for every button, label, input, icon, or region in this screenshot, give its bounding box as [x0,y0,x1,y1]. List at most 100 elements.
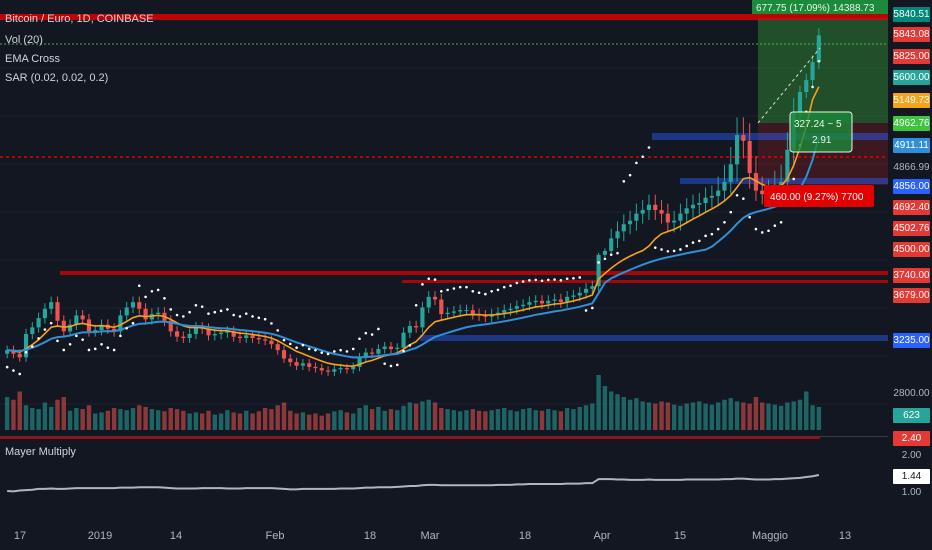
volume-bar [552,410,557,430]
candle-body [722,181,727,191]
sar-dot [257,316,261,320]
sar-dot [578,276,582,279]
price-axis-badge[interactable]: 4962.76 [893,116,930,131]
candle-body [747,140,752,174]
volume-bar [634,398,639,430]
price-axis-badge[interactable]: 5840.51 [893,7,930,22]
price-axis-badge[interactable]: 5825.00 [893,49,930,64]
sar-dot [458,285,462,289]
candle-body [42,308,47,319]
volume-bar [124,410,129,430]
price-axis-badge[interactable]: 2800.00 [893,386,930,401]
price-axis-badge[interactable]: 4692.40 [893,200,930,215]
candle-body [432,296,438,300]
volume-bar [61,397,66,430]
candle-body [439,299,444,315]
sar-dot [112,348,116,352]
mayer-multiple-line [7,474,820,493]
candle-body [36,318,41,328]
volume-bar [48,406,54,430]
candle-body [609,238,614,251]
mayer-axis-badge[interactable]: 1.44 [893,469,930,484]
price-axis-badge[interactable]: 3679.00 [893,288,930,303]
candle-body [590,286,595,289]
sar-dot [314,348,317,352]
sar-dot [465,285,468,289]
sar-dot [729,210,733,214]
study-ema-cross[interactable]: EMA Cross [5,53,61,65]
volume-bar [804,391,809,430]
candle-body [181,336,186,339]
sar-dot [521,280,525,283]
volume-bar [621,397,626,430]
price-axis-badge[interactable]: 4502.76 [893,221,930,236]
sar-dot [534,278,537,282]
candle-body [753,173,759,191]
sar-dot [5,365,9,369]
sar-dot [175,313,179,317]
price-axis-badge[interactable]: 5600.00 [893,70,930,85]
study-vol[interactable]: Vol (20) [5,34,43,46]
candle-body [143,308,148,320]
volume-bar [690,402,696,430]
volume-bar [640,401,645,430]
price-axis-badge[interactable]: 3235.00 [893,333,930,348]
volume-bar [357,408,362,430]
price-axis-badge[interactable]: 3740.00 [893,268,930,283]
candle-body [23,334,29,358]
candle-body [388,346,394,349]
mayer-axis-badge[interactable]: 1.00 [893,485,930,500]
volume-bar [105,410,111,430]
volume-bar [388,409,394,430]
short-box-label: 460.00 (9.27%) 7700 [770,192,864,203]
volume-bar [288,410,293,430]
sar-dot [339,348,342,352]
candle-body [300,363,305,366]
price-axis-badge[interactable]: 4500.00 [893,242,930,257]
candle-body [244,335,249,339]
volume-bar [470,409,475,430]
candle-body [653,204,658,211]
volume-bar [275,405,280,430]
mayer-axis-badge[interactable]: 2.00 [893,448,930,463]
price-axis-badge[interactable]: 5843.08 [893,27,930,42]
sar-dot [56,339,59,343]
sar-dot [509,284,512,288]
sar-dot [200,305,204,308]
sar-dot [49,321,53,325]
price-axis-badge[interactable]: 4911.11 [893,138,930,153]
candle-body [193,327,198,335]
volume-bar [369,409,375,430]
candle-body [716,190,721,196]
candle-body [395,347,400,349]
x-axis-tick: Mar [420,530,440,542]
sar-dot [12,369,15,372]
sar-dot [395,363,399,367]
study-sar[interactable]: SAR (0.02, 0.02, 0.2) [5,72,109,84]
candle-body [332,369,337,372]
volume-bar [382,410,387,430]
price-axis-badge[interactable]: 623 [893,408,930,423]
price-axis-badge[interactable]: 4866.99 [893,160,930,175]
mayer-axis-badge[interactable]: 2.40 [893,431,930,446]
symbol-title[interactable]: Bitcoin / Euro, 1D, COINBASE [5,13,154,25]
volume-bar [351,413,356,430]
volume-bar [514,411,520,430]
pane-separator[interactable] [0,436,888,437]
sar-dot [716,227,720,231]
sar-dot [754,227,758,231]
price-axis-badge[interactable]: 4856.00 [893,179,930,194]
volume-bar [187,413,192,430]
sar-dot [773,224,777,227]
candle-body [250,335,255,339]
volume-bar [728,398,733,430]
ema-fast-line [7,86,820,367]
study-mayer-multiply[interactable]: Mayer Multiply [5,446,76,458]
sar-dot [389,364,393,368]
sar-dot [546,278,550,282]
volume-bar [451,410,457,430]
sar-dot [817,59,821,63]
price-axis-badge[interactable]: 5149.73 [893,93,930,108]
sar-dot [156,288,160,292]
